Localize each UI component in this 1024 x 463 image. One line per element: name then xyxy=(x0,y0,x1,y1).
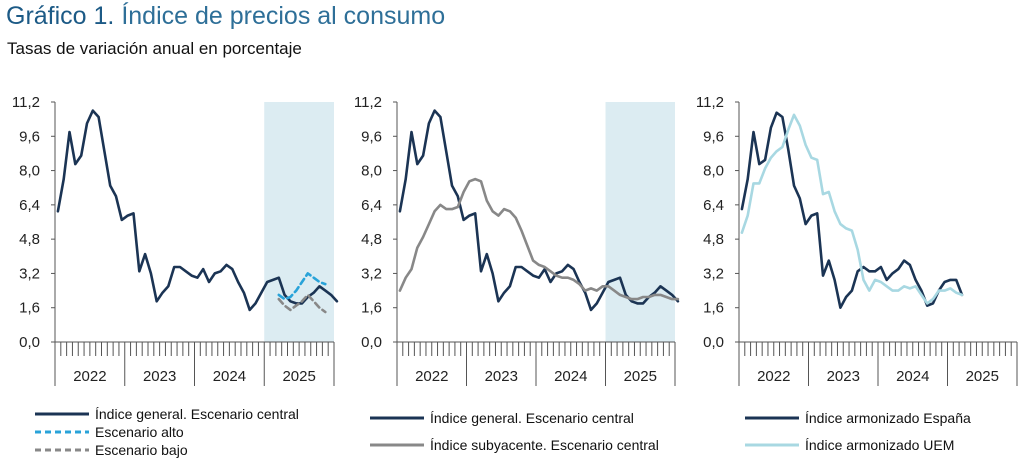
legend-label: Índice subyacente. Escenario central xyxy=(430,437,659,453)
y-tick-label: 4,8 xyxy=(361,231,382,248)
x-tick-label: 2025 xyxy=(966,368,999,385)
y-tick-label: 9,6 xyxy=(19,128,40,145)
chart-title-text: Índice de precios al consumo xyxy=(121,2,446,30)
series-line xyxy=(398,177,680,301)
y-tick-label: 1,6 xyxy=(361,300,382,317)
series-line xyxy=(277,293,327,314)
x-tick-label: 2025 xyxy=(624,368,657,385)
chart-title: Gráfico 1. Índice de precios al consumo xyxy=(6,2,445,31)
series-line xyxy=(740,111,964,310)
y-tick-label: 8,0 xyxy=(703,163,724,180)
chart-panel-2: 0,0 1,6 3,2 4,8 6,4 8,0 9,6 11,2 2022 2023 2024 202… xyxy=(354,94,680,386)
y-tick-label: 6,4 xyxy=(19,197,40,214)
projection-shade xyxy=(264,102,334,342)
y-tick-label: 11,2 xyxy=(354,94,382,111)
y-tick-label: 11,2 xyxy=(696,94,724,111)
y-tick-label: 11,2 xyxy=(12,94,40,111)
x-tick-label: 2024 xyxy=(896,368,929,385)
y-tick-label: 9,6 xyxy=(361,128,382,145)
x-tick-label: 2023 xyxy=(143,368,176,385)
series-line xyxy=(56,109,339,312)
legend-label: Índice general. Escenario central xyxy=(430,410,634,426)
y-tick-label: 6,4 xyxy=(703,197,724,214)
y-tick-label: 0,0 xyxy=(361,334,382,351)
x-tick-label: 2023 xyxy=(827,368,860,385)
x-tick-label: 2022 xyxy=(73,368,106,385)
projection-shade xyxy=(605,102,675,342)
legend-1: Índice general. Escenario central Escenar… xyxy=(35,406,299,458)
y-tick-label: 0,0 xyxy=(19,334,40,351)
chart-number: Gráfico 1. xyxy=(6,2,115,30)
legend-label: Índice armonizado UEM xyxy=(805,437,954,453)
legend-2: Índice general. Escenario central Índice … xyxy=(370,410,659,453)
legend-label: Índice general. Escenario central xyxy=(95,406,299,422)
x-tick-label: 2023 xyxy=(485,368,518,385)
legend-label: Escenario bajo xyxy=(95,442,188,458)
x-tick-label: 2025 xyxy=(282,368,315,385)
y-tick-label: 9,6 xyxy=(703,128,724,145)
series-line xyxy=(277,272,327,301)
chart-subtitle: Tasas de variación anual en porcentaje xyxy=(7,39,302,58)
y-tick-label: 3,2 xyxy=(703,265,724,282)
y-tick-label: 6,4 xyxy=(361,197,382,214)
series-line xyxy=(740,113,964,305)
x-tick-label: 2024 xyxy=(554,368,587,385)
y-tick-label: 8,0 xyxy=(19,163,40,180)
legend-3: Índice armonizado España Índice armonizad… xyxy=(745,410,971,453)
y-tick-label: 1,6 xyxy=(19,300,40,317)
y-tick-label: 3,2 xyxy=(361,265,382,282)
y-tick-label: 8,0 xyxy=(361,163,382,180)
legend-label: Índice armonizado España xyxy=(805,410,971,426)
y-tick-label: 4,8 xyxy=(703,231,724,248)
y-tick-label: 4,8 xyxy=(19,231,40,248)
y-tick-label: 0,0 xyxy=(703,334,724,351)
y-tick-label: 1,6 xyxy=(703,300,724,317)
x-tick-label: 2024 xyxy=(213,368,246,385)
series-line xyxy=(398,109,680,312)
chart-panel-3: 0,0 1,6 3,2 4,8 6,4 8,0 9,6 11,2 2022 2023 2024 202… xyxy=(696,94,1018,386)
x-tick-label: 2022 xyxy=(415,368,448,385)
x-tick-label: 2022 xyxy=(757,368,790,385)
legend-label: Escenario alto xyxy=(95,424,184,440)
y-tick-label: 3,2 xyxy=(19,265,40,282)
chart-panel-1: 0,0 1,6 3,2 4,8 6,4 8,0 9,6 11,2 2022 2023 2024 202… xyxy=(12,94,339,386)
